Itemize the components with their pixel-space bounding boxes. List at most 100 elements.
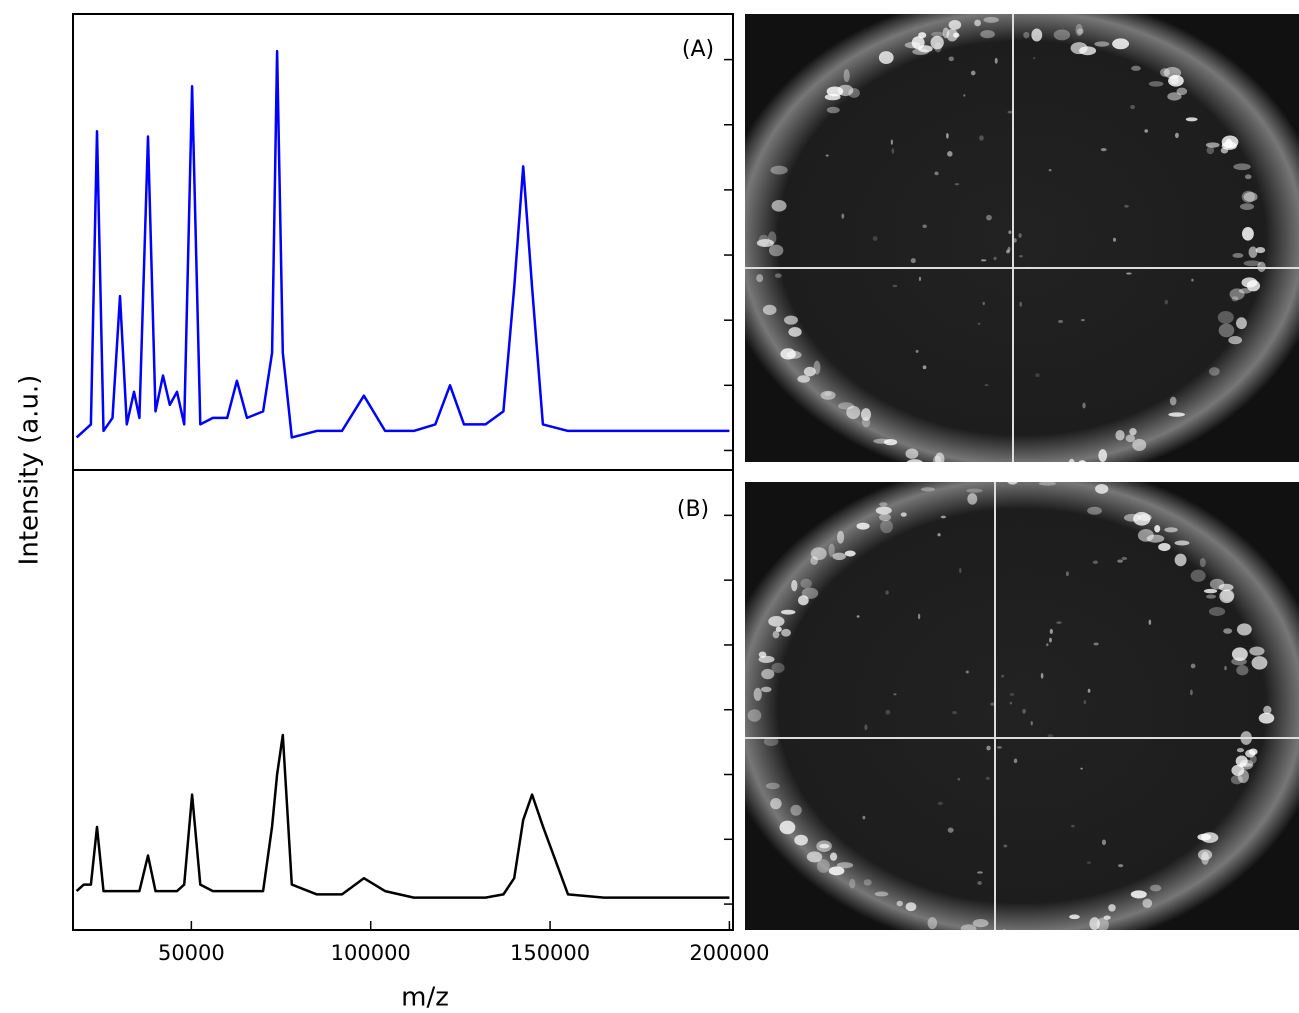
speckle [1239, 762, 1253, 767]
speckle [1126, 272, 1132, 275]
speckle [1174, 132, 1179, 139]
speckle [1038, 481, 1057, 486]
x-tick-label: 50000 [158, 941, 225, 965]
speckle [1244, 174, 1252, 180]
speckle [910, 258, 916, 264]
speckle [1238, 288, 1252, 294]
speckle [1148, 619, 1152, 625]
speckle [1068, 458, 1075, 471]
speckle [977, 322, 981, 325]
speckles [747, 474, 1275, 945]
speckle [1174, 540, 1190, 546]
speckle [1236, 623, 1252, 636]
speckle [1089, 917, 1100, 931]
speckle [1255, 247, 1266, 254]
speckle [824, 391, 832, 397]
speckle [1056, 621, 1062, 624]
speckle [1237, 769, 1249, 784]
speckle [765, 782, 780, 790]
speckle [1142, 898, 1153, 908]
speckle [977, 881, 982, 885]
speckle [1228, 335, 1243, 345]
speckle [1208, 607, 1226, 616]
speckle [747, 709, 762, 722]
speckle [920, 487, 935, 492]
speckle [943, 471, 950, 477]
speckle [983, 16, 999, 23]
speckle [1053, 29, 1071, 41]
speckle [1131, 65, 1141, 71]
speckle [779, 820, 796, 835]
speckle [846, 405, 861, 419]
speckle [918, 45, 933, 53]
speckle [1209, 578, 1225, 590]
speckle [1031, 28, 1043, 42]
speckle [775, 626, 782, 632]
speckle [784, 315, 798, 325]
speckle [1075, 23, 1083, 37]
speckle [1167, 92, 1182, 101]
speckle [1218, 323, 1235, 338]
speckle [1080, 319, 1085, 322]
speckle [932, 455, 942, 467]
speckle [1243, 191, 1258, 202]
speckle [1095, 483, 1109, 494]
speckle [1241, 277, 1258, 288]
speckle [985, 776, 990, 780]
speckle [1048, 168, 1052, 172]
speckle [1030, 721, 1033, 726]
speckle [966, 488, 983, 493]
speckle [1257, 261, 1266, 273]
speckle [841, 213, 845, 219]
speckle [1098, 449, 1108, 463]
speckle [1121, 556, 1128, 561]
speckle [1100, 148, 1107, 152]
panel-label: (A) [682, 37, 714, 62]
speckle [1049, 628, 1053, 634]
speckle [816, 859, 830, 873]
speckle [826, 86, 844, 97]
speckle [1243, 260, 1261, 267]
spectrum-line [75, 49, 730, 439]
speckle [1239, 203, 1255, 210]
speckle [986, 214, 992, 221]
speckle [917, 613, 921, 620]
speckle [1115, 430, 1125, 441]
speckle [979, 135, 984, 141]
speckle [1149, 884, 1162, 892]
speckle [781, 628, 792, 637]
speckle [1079, 46, 1097, 56]
speckle [1009, 692, 1015, 697]
speckle [1033, 56, 1036, 60]
speckle [1065, 571, 1069, 577]
speckle [977, 871, 983, 874]
speckle [1006, 249, 1010, 254]
speckle [1144, 129, 1149, 133]
speckle [974, 19, 981, 27]
speckle [954, 183, 960, 186]
x-tick-label: 200000 [689, 941, 769, 965]
speckle [780, 348, 796, 360]
speckle [1001, 674, 1005, 678]
speckle [1130, 104, 1136, 110]
speckle [844, 550, 856, 557]
speckle [937, 533, 941, 537]
speckle [1046, 643, 1049, 647]
speckle [849, 878, 856, 889]
speckle [828, 543, 835, 557]
speckle [860, 408, 872, 421]
speckle [790, 804, 802, 816]
speckle [1108, 904, 1116, 912]
speckle [1219, 589, 1234, 604]
speckle [994, 57, 998, 64]
speckle [940, 515, 947, 519]
speckle [798, 595, 809, 606]
speckle [768, 244, 784, 257]
speckle [1069, 914, 1080, 920]
speckle [791, 579, 798, 592]
speckle [1223, 628, 1233, 634]
speckle [986, 745, 991, 751]
speckle [930, 35, 944, 50]
speckle [918, 32, 927, 39]
speckle [758, 651, 767, 658]
